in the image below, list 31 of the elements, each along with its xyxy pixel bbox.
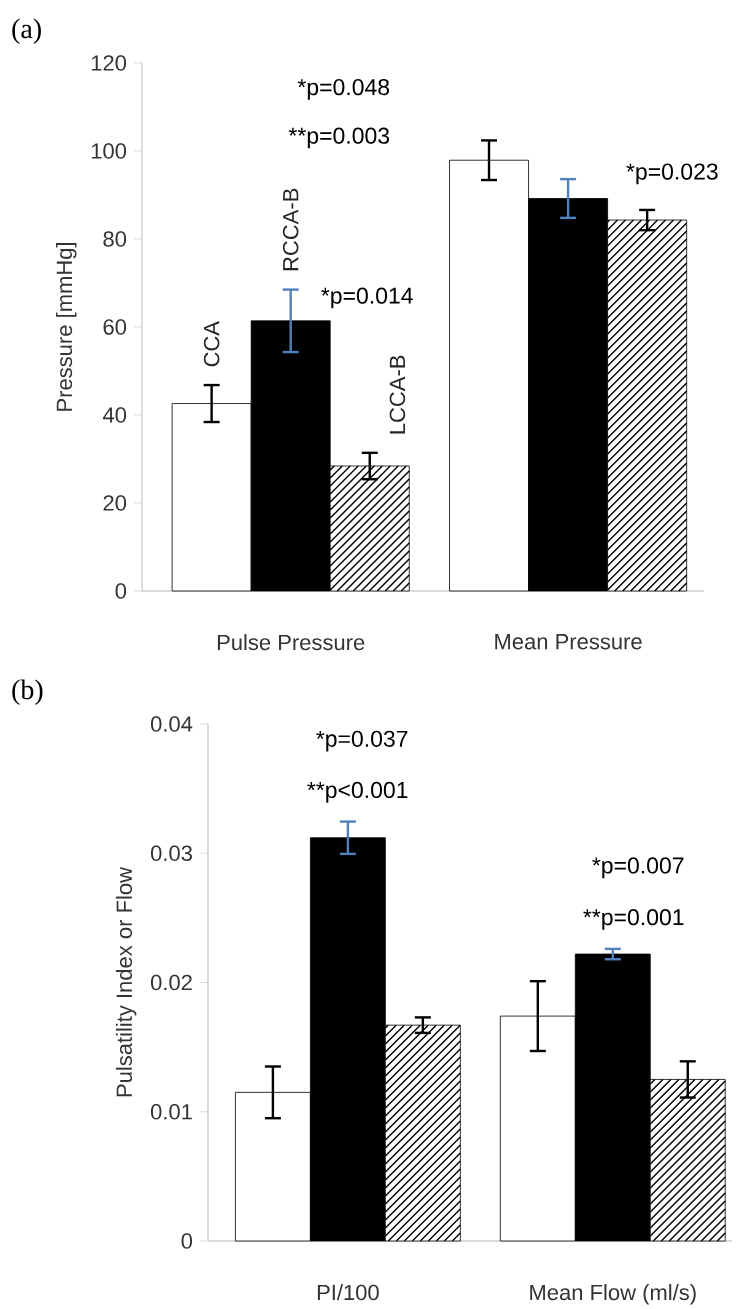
text: RCCA-B — [282, 188, 299, 271]
annotation: *p=0.048 — [297, 78, 390, 100]
text: LCCA-B — [389, 355, 406, 434]
y-tick-label: 0 — [115, 583, 127, 599]
y-tick-label: 0.04 — [150, 716, 193, 732]
x-tick-label: Pulse Pressure — [217, 634, 365, 651]
y-tick-label: 60 — [103, 319, 127, 335]
annotation: **p=0.003 — [288, 127, 390, 149]
text: CCA — [203, 321, 220, 367]
annotation: *p=0.023 — [626, 163, 718, 185]
annotation: *p=0.007 — [592, 857, 684, 879]
annotation: *p=0.037 — [316, 730, 408, 752]
y-tick-label: 0.02 — [150, 974, 192, 991]
y-tick-label: 80 — [103, 231, 127, 247]
y-tick-label: 0 — [181, 1233, 193, 1249]
y-axis-title: Pulsatility Index or Flow — [115, 866, 137, 1097]
y-tick-label: 0.03 — [150, 845, 192, 862]
y-tick-label: 120 — [91, 55, 127, 71]
annotation: **p=0.001 — [583, 909, 684, 930]
y-tick-label: 0.01 — [150, 1103, 192, 1120]
x-tick-label: Mean Pressure — [495, 634, 642, 650]
y-tick-label: 40 — [102, 407, 127, 423]
annotation: *p=0.014 — [321, 287, 413, 309]
x-tick-label: Mean Flow (ml/s) — [530, 1284, 696, 1305]
y-tick-label: 20 — [103, 495, 127, 511]
x-tick-label: PI/100 — [317, 1284, 379, 1301]
y-tick-label: 100 — [91, 143, 127, 159]
y-axis-title: Pressure [mmHg] — [55, 243, 77, 411]
chart-title: (b) — [12, 679, 43, 705]
annotation: **p<0.001 — [307, 781, 408, 803]
chart-title: (a) — [12, 18, 41, 44]
